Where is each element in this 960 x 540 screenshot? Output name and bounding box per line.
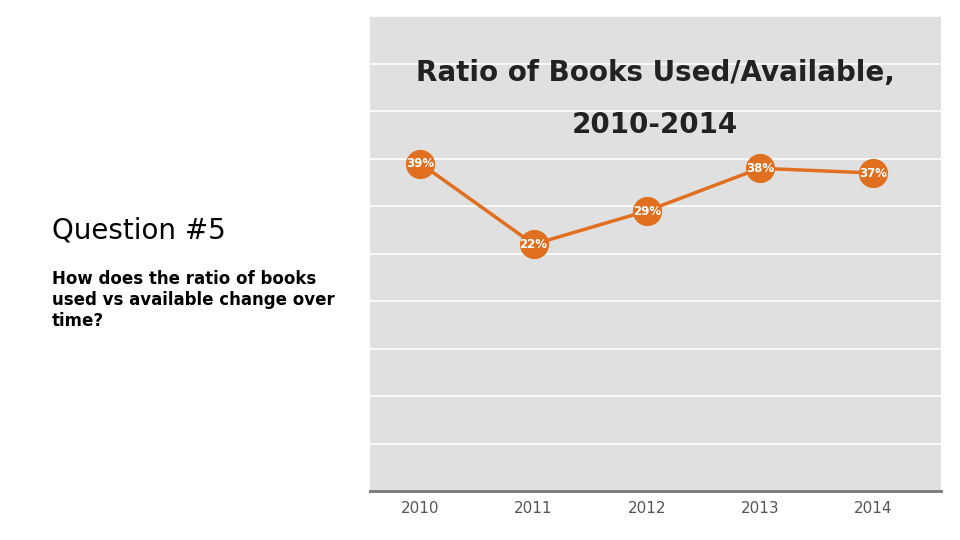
Text: 2010-2014: 2010-2014	[572, 111, 738, 139]
Text: 22%: 22%	[519, 238, 547, 251]
Text: 37%: 37%	[859, 166, 887, 179]
Text: Question #5: Question #5	[52, 216, 226, 244]
Text: How does the ratio of books
used vs available change over
time?: How does the ratio of books used vs avai…	[52, 270, 334, 329]
Text: 38%: 38%	[746, 162, 774, 175]
Text: Ratio of Books Used/Available,: Ratio of Books Used/Available,	[416, 59, 895, 87]
Text: 29%: 29%	[633, 205, 660, 218]
Text: 39%: 39%	[406, 157, 435, 170]
